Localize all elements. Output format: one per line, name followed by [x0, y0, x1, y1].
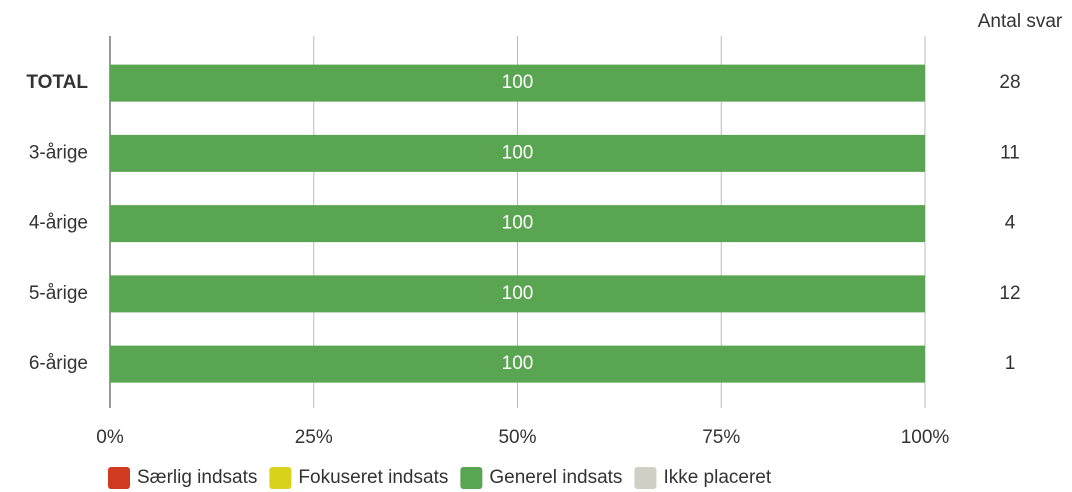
count-label: 12	[999, 283, 1020, 304]
value-label: 100	[502, 142, 534, 163]
legend-label: Fokuseret indsats	[298, 467, 448, 488]
value-label: 100	[502, 283, 534, 304]
x-tick-label: 25%	[295, 427, 333, 448]
count-header: Antal svar	[978, 11, 1063, 32]
legend-label: Generel indsats	[489, 467, 622, 488]
y-tick-label: 3-årige	[29, 142, 88, 163]
value-label: 100	[502, 213, 534, 234]
bar-segment	[110, 275, 925, 313]
y-tick-label: 4-årige	[29, 213, 88, 234]
value-label: 100	[502, 72, 534, 93]
y-tick-label: 5-årige	[29, 283, 88, 304]
legend-swatch	[108, 467, 130, 489]
bar-segment	[110, 64, 925, 102]
y-tick-label: TOTAL	[26, 72, 88, 93]
legend-swatch	[634, 467, 657, 489]
count-label: 4	[1005, 213, 1016, 234]
count-label: 28	[999, 72, 1020, 93]
x-tick-label: 0%	[96, 427, 124, 448]
x-tick-label: 75%	[702, 427, 740, 448]
bar-segment	[110, 345, 925, 383]
legend-swatch	[269, 467, 292, 489]
legend-swatch	[460, 467, 483, 489]
bar-segment	[110, 205, 925, 243]
count-label: 11	[1000, 142, 1020, 163]
count-label: 1	[1005, 353, 1016, 374]
legend-label: Ikke placeret	[663, 467, 771, 488]
bar-segment	[110, 134, 925, 172]
legend-label: Særlig indsats	[137, 467, 257, 488]
value-label: 100	[502, 353, 534, 374]
x-tick-label: 100%	[901, 427, 950, 448]
y-tick-label: 6-årige	[29, 353, 88, 374]
x-tick-label: 50%	[498, 427, 536, 448]
